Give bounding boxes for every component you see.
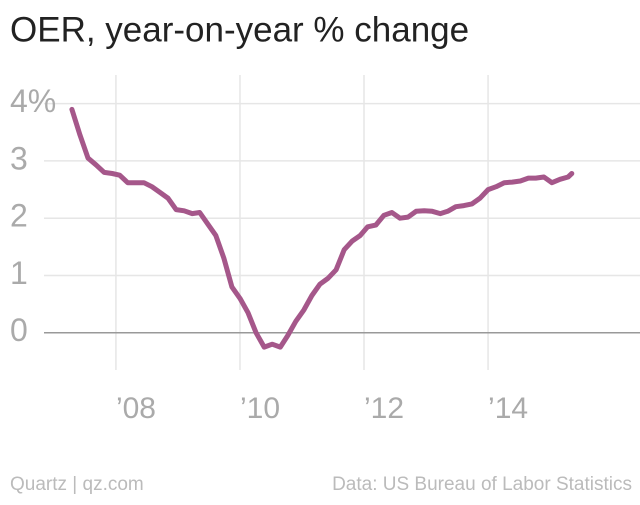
y-tick-label: 3: [10, 140, 28, 176]
source: Data: US Bureau of Labor Statistics: [332, 474, 632, 495]
y-tick-label: 1: [10, 255, 28, 291]
chart-title: OER, year-on-year % change: [10, 10, 469, 49]
credit: Quartz | qz.com: [10, 474, 144, 495]
y-tick-label: 0: [10, 312, 28, 348]
x-tick-label: ’08: [116, 392, 156, 425]
x-tick-label: ’12: [364, 392, 404, 425]
y-tick-label: 4%: [10, 83, 56, 119]
x-tick-label: ’14: [488, 392, 528, 425]
line: [69, 106, 575, 350]
x-tick-label: ’10: [240, 392, 280, 425]
y-tick-label: 2: [10, 198, 28, 234]
